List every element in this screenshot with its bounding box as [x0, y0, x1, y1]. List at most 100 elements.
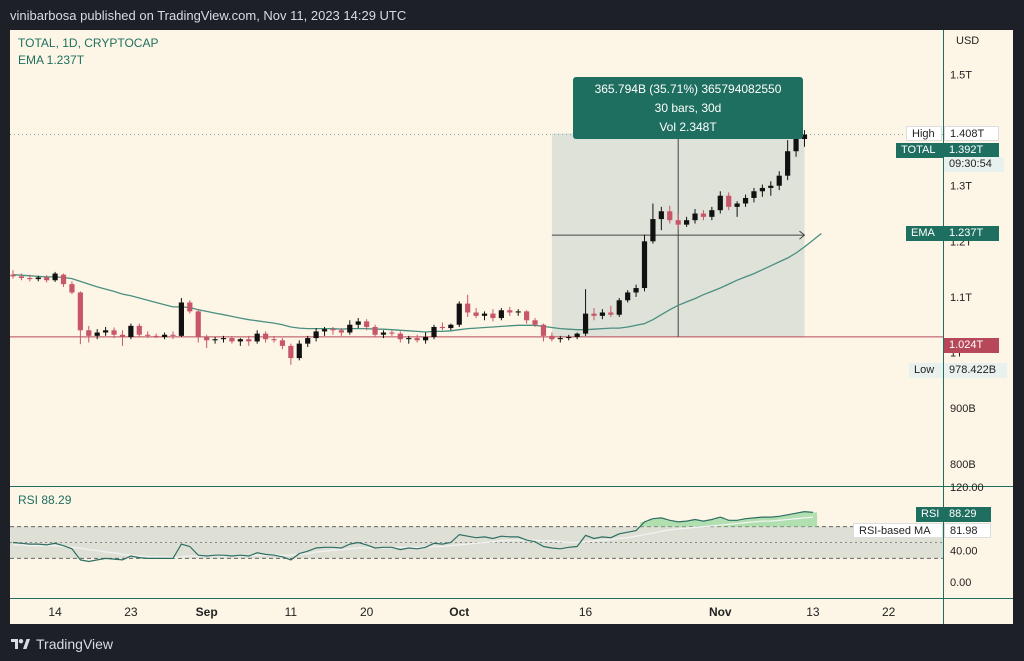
candle-2023-10-19[interactable] [608, 305, 614, 317]
candle-2023-09-21[interactable] [372, 324, 378, 337]
candle-2023-10-22[interactable] [633, 284, 639, 297]
candle-2023-10-31[interactable] [709, 206, 715, 221]
candle-2023-08-21[interactable] [111, 327, 117, 339]
ema-legend[interactable]: EMA 1.237T [18, 53, 85, 67]
candle-2023-10-04[interactable] [481, 311, 488, 321]
candle-2023-10-20[interactable] [616, 298, 622, 317]
candle-2023-09-24[interactable] [397, 331, 403, 343]
candle-2023-09-10[interactable] [279, 338, 286, 350]
candle-2023-09-03[interactable] [220, 335, 227, 343]
candle-2023-11-03[interactable] [734, 201, 740, 217]
candle-2023-09-18[interactable] [347, 320, 353, 335]
candle-2023-10-21[interactable] [625, 290, 631, 303]
candle-2023-08-27[interactable] [161, 332, 168, 340]
candle-2023-08-22[interactable] [119, 330, 126, 346]
candle-2023-09-05[interactable] [237, 338, 243, 346]
candle-2023-08-13[interactable] [44, 275, 50, 283]
candle-2023-11-02[interactable] [726, 192, 732, 211]
candle-2023-09-20[interactable] [364, 319, 370, 331]
candle-2023-08-20[interactable] [103, 326, 109, 336]
candle-2023-11-11[interactable] [801, 130, 808, 147]
candle-2023-08-15[interactable] [60, 273, 67, 287]
candle-2023-08-17[interactable] [77, 291, 83, 345]
candle-2023-08-09[interactable] [10, 270, 16, 279]
candle-2023-09-22[interactable] [380, 330, 387, 339]
candle-2023-11-04[interactable] [742, 194, 749, 207]
candle-2023-09-28[interactable] [431, 324, 437, 340]
candle-2023-10-11[interactable] [540, 323, 547, 342]
candle-2023-09-30[interactable] [448, 323, 454, 331]
candle-2023-09-02[interactable] [212, 336, 218, 344]
candle-2023-09-27[interactable] [422, 332, 429, 344]
candle-2023-09-13[interactable] [305, 335, 311, 347]
candle-2023-08-16[interactable] [69, 281, 75, 295]
candle-2023-09-29[interactable] [439, 322, 446, 331]
candle-2023-08-18[interactable] [86, 325, 92, 343]
candle-2023-08-23[interactable] [128, 323, 134, 340]
candle-2023-10-12[interactable] [549, 332, 555, 342]
candle-2023-08-30[interactable] [187, 300, 193, 314]
candle-2023-10-06[interactable] [498, 308, 504, 321]
candle-2023-09-17[interactable] [338, 328, 344, 336]
candle-2023-10-17[interactable] [591, 308, 597, 321]
candle-2023-10-25[interactable] [658, 206, 664, 231]
candle-2023-08-19[interactable] [94, 329, 100, 340]
candle-2023-09-14[interactable] [313, 328, 319, 342]
candle-2023-11-07[interactable] [768, 181, 774, 196]
candle-2023-10-10[interactable] [532, 318, 538, 327]
footer-brand[interactable]: TradingView [10, 634, 113, 654]
candle-2023-09-15[interactable] [321, 326, 328, 336]
candle-2023-09-19[interactable] [355, 318, 361, 329]
candle-2023-08-28[interactable] [170, 331, 176, 340]
candle-2023-08-26[interactable] [153, 333, 159, 339]
candle-2023-08-24[interactable] [136, 323, 142, 337]
candle-2023-10-07[interactable] [507, 306, 513, 316]
candle-2023-09-26[interactable] [414, 334, 420, 343]
candle-2023-11-01[interactable] [717, 191, 723, 214]
candle-2023-09-07[interactable] [254, 330, 260, 344]
candle-2023-10-01[interactable] [456, 301, 462, 327]
symbol-legend[interactable]: TOTAL, 1D, CRYPTOCAP [18, 36, 159, 50]
candle-2023-09-25[interactable] [406, 335, 412, 344]
candle-2023-10-13[interactable] [557, 335, 563, 343]
rsi-legend[interactable]: RSI 88.29 [18, 493, 72, 507]
candle-2023-11-08[interactable] [776, 171, 782, 191]
candle-2023-10-15[interactable] [574, 332, 580, 340]
candle-2023-11-06[interactable] [759, 184, 765, 197]
candle-2023-08-14[interactable] [52, 271, 58, 282]
candle-2023-08-29[interactable] [178, 298, 184, 337]
candle-2023-08-31[interactable] [195, 309, 201, 343]
candle-2023-10-30[interactable] [700, 210, 707, 221]
candle-2023-09-23[interactable] [389, 330, 395, 336]
candle-2023-09-04[interactable] [229, 335, 235, 344]
currency-label[interactable]: USD [956, 35, 980, 47]
candle-2023-09-08[interactable] [263, 331, 269, 343]
candle-2023-10-24[interactable] [650, 203, 656, 244]
candle-2023-09-09[interactable] [271, 335, 277, 343]
candle-2023-08-12[interactable] [35, 275, 41, 282]
chart-area[interactable]: 1.5T 1.3T 1.2T 1.1T 1T 900B 800B 120.00 40.00 0.… [10, 30, 1013, 624]
candle-2023-10-05[interactable] [490, 309, 496, 322]
candle-2023-08-10[interactable] [18, 273, 25, 281]
candle-2023-10-26[interactable] [667, 205, 673, 224]
candle-2023-08-25[interactable] [145, 331, 151, 339]
candle-2023-09-12[interactable] [296, 340, 302, 361]
candle-2023-10-23[interactable] [641, 234, 648, 292]
candle-2023-10-16[interactable] [582, 289, 589, 336]
candle-2023-10-18[interactable] [599, 309, 605, 320]
candle-2023-10-29[interactable] [692, 209, 698, 224]
candle-2023-11-09[interactable] [785, 140, 791, 181]
candle-2023-11-05[interactable] [751, 187, 757, 203]
candle-2023-10-28[interactable] [684, 216, 690, 227]
candle-2023-08-11[interactable] [27, 274, 33, 282]
candle-2023-10-27[interactable] [675, 213, 681, 230]
candle-2023-09-06[interactable] [246, 335, 252, 346]
candle-2023-10-08[interactable] [515, 309, 521, 316]
candle-2023-10-02[interactable] [465, 294, 471, 317]
candle-2023-09-11[interactable] [288, 343, 294, 365]
candle-2023-10-03[interactable] [473, 308, 479, 319]
candle-2023-09-01[interactable] [204, 334, 210, 349]
candle-2023-09-16[interactable] [330, 326, 336, 335]
candle-2023-10-14[interactable] [566, 334, 572, 341]
candle-2023-10-09[interactable] [524, 310, 530, 324]
